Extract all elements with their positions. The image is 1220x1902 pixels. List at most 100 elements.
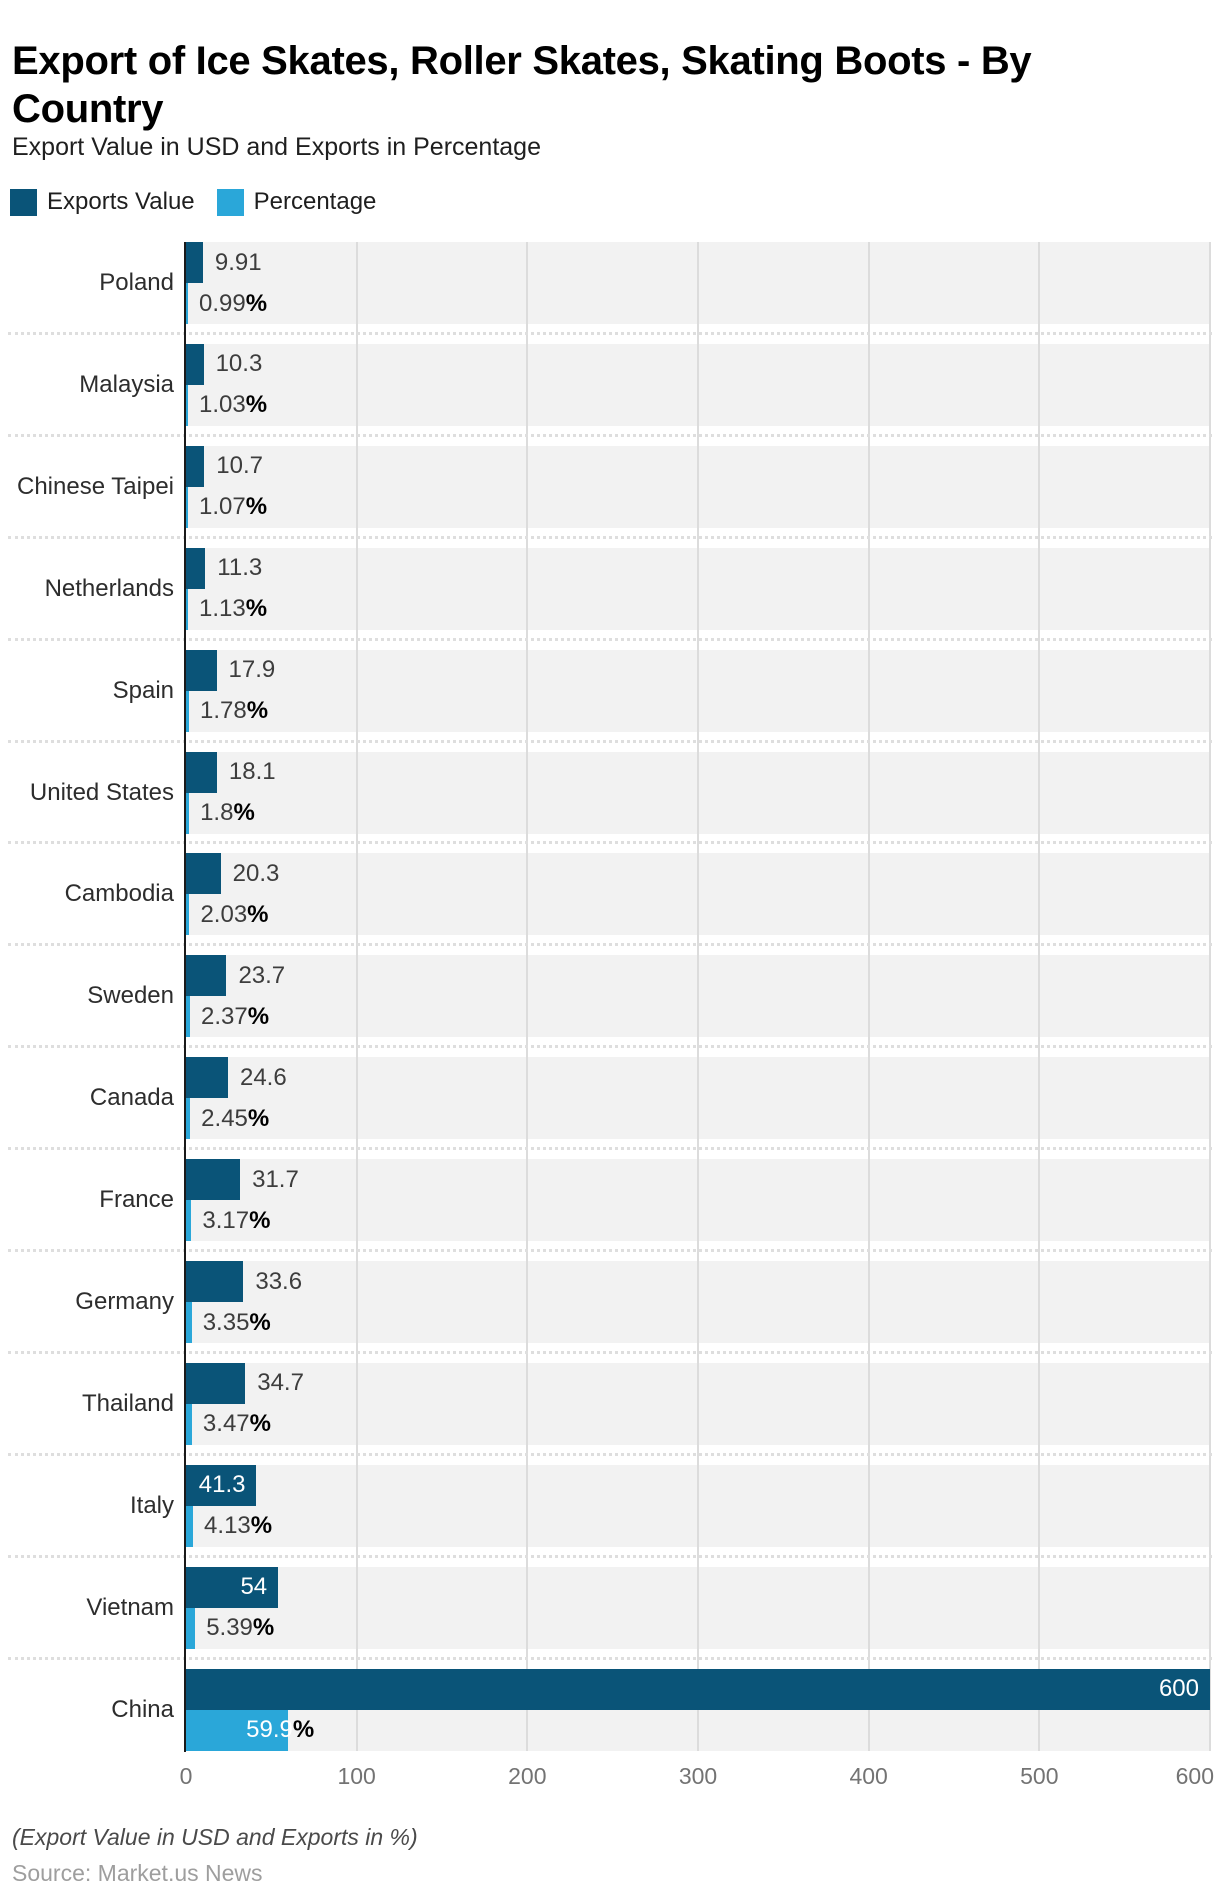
value-label: 41.3 (198, 1471, 246, 1499)
percentage-value: 3.35 (202, 1308, 250, 1336)
legend: Exports Value Percentage (10, 188, 376, 216)
percentage-label: 2.37% (201, 996, 269, 1037)
percent-sign: % (252, 1614, 275, 1642)
x-tick-label: 500 (1020, 1762, 1059, 1789)
percentage-bar (186, 894, 190, 936)
row-separator (8, 433, 1212, 437)
percentage-value: 5.39 (206, 1614, 253, 1642)
percent-sign: % (245, 595, 268, 623)
row-separator (8, 637, 1212, 641)
exports-value-bar (186, 955, 227, 997)
percentage-label: 3.35% (203, 1302, 271, 1343)
percentage-value: 2.45 (201, 1104, 248, 1132)
exports-value-bar (186, 343, 204, 385)
category-label: Canada (89, 1084, 174, 1112)
percent-sign: % (233, 799, 255, 826)
grid-line (1038, 242, 1041, 1751)
percentage-label: 1.78% (200, 691, 268, 732)
percentage-bar (186, 996, 191, 1038)
axis-line (184, 242, 186, 1752)
row-separator (8, 535, 1212, 539)
value-label: 20.3 (232, 859, 280, 887)
percentage-value: 1.07 (199, 493, 246, 521)
row-separator (8, 1147, 1212, 1151)
category-label: Thailand (81, 1389, 174, 1417)
percentage-bar (186, 1403, 192, 1445)
value-label: 54 (240, 1573, 268, 1601)
grid-line (1209, 242, 1211, 1751)
percentage-label: 4.13% (204, 1506, 272, 1547)
value-label: 33.6 (255, 1267, 303, 1295)
footnote: (Export Value in USD and Exports in %) (12, 1824, 418, 1850)
row-separator (8, 1350, 1212, 1354)
row-separator (8, 739, 1212, 743)
legend-label-exports-value: Exports Value (47, 188, 195, 215)
percentage-bar (186, 1302, 192, 1343)
percentage-bar (186, 792, 190, 834)
row-separator (8, 1656, 1212, 1660)
row-separator (8, 1045, 1212, 1049)
category-label: Netherlands (44, 574, 174, 602)
exports-value-bar (186, 1261, 244, 1302)
value-label: 17.9 (228, 656, 276, 684)
x-tick-label: 400 (849, 1762, 888, 1789)
legend-item-exports-value: Exports Value (10, 188, 195, 216)
percentage-label: 3.47% (203, 1404, 271, 1445)
value-label: 24.6 (239, 1063, 287, 1091)
exports-value-bar (186, 649, 217, 691)
percentage-value: 59.9 (246, 1716, 293, 1744)
row-separator (8, 331, 1212, 335)
category-label: China (111, 1695, 174, 1723)
exports-value-bar (186, 1057, 228, 1099)
x-tick-label: 0 (179, 1762, 193, 1789)
chart-subtitle: Export Value in USD and Exports in Perce… (12, 133, 541, 161)
percentage-value: 1.13 (199, 595, 246, 623)
percent-sign: % (245, 493, 268, 521)
percent-sign: % (250, 1512, 273, 1540)
value-label: 18.1 (228, 758, 276, 785)
row-separator (8, 943, 1212, 947)
percent-sign: % (249, 1410, 271, 1438)
percent-sign: % (249, 1206, 271, 1234)
percent-sign: % (245, 289, 268, 317)
percentage-label: 3.17% (202, 1200, 270, 1241)
category-label: France (99, 1186, 174, 1214)
percentage-bar (186, 283, 188, 324)
value-label: 23.7 (238, 961, 286, 989)
category-label: United States (29, 778, 174, 806)
percentage-bar (186, 588, 188, 630)
value-label: 600 (1158, 1675, 1199, 1703)
percentage-value: 1.78 (200, 697, 247, 725)
grid-line (697, 242, 699, 1751)
value-label: 11.3 (217, 554, 263, 582)
category-label: Chinese Taipei (17, 472, 174, 500)
category-label: Sweden (87, 982, 174, 1010)
category-label: Spain (112, 676, 174, 704)
percentage-label: 2.45% (201, 1098, 269, 1139)
legend-swatch-percentage (216, 188, 244, 216)
category-label: Poland (99, 269, 174, 296)
row-separator (8, 1452, 1212, 1456)
exports-value-bar (186, 1362, 246, 1404)
bar-chart: 0 100 200 300 400 500 600 Poland 9.91 0.99% Malays… (8, 242, 1214, 1789)
exports-value-bar (186, 547, 206, 589)
grid-line (867, 242, 870, 1751)
percentage-value: 1.8 (200, 799, 234, 826)
percentage-value: 2.37 (201, 1002, 248, 1030)
percentage-label: 5.39% (206, 1608, 274, 1649)
value-label: 9.91 (214, 248, 262, 276)
x-tick-label: 200 (508, 1762, 547, 1789)
percentage-label: 1.03% (199, 385, 267, 426)
percentage-label: 1.07% (199, 487, 267, 528)
percentage-bar (186, 486, 188, 528)
percentage-value: 3.47 (202, 1410, 250, 1438)
percentage-value: 1.03 (199, 391, 246, 419)
percentage-bar (186, 690, 190, 732)
category-label: Italy (129, 1491, 174, 1519)
exports-value-bar (186, 751, 217, 793)
x-tick-label: 100 (337, 1762, 376, 1789)
value-label: 10.7 (216, 452, 263, 480)
percentage-value: 3.17 (202, 1206, 250, 1234)
exports-value-bar (186, 853, 221, 895)
